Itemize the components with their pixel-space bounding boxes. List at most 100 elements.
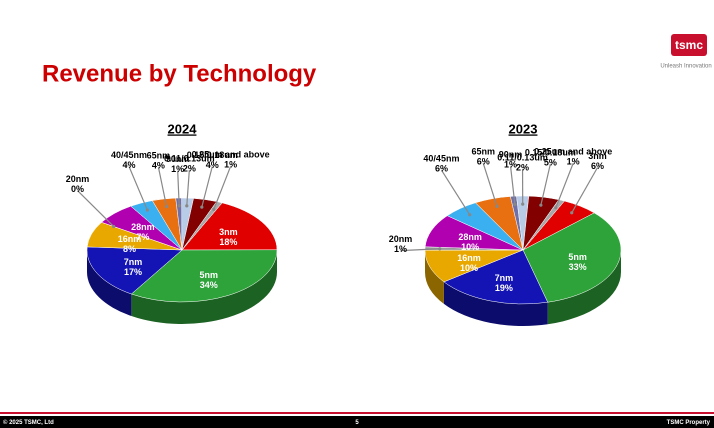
leader-dot (164, 205, 169, 209)
slice-value: 5% (544, 157, 557, 167)
slice-value: 17% (124, 267, 142, 277)
slice-value: 4% (152, 161, 165, 171)
footer-left: © 2025 TSMC, Ltd (3, 419, 54, 426)
slice-label: 28nm (131, 222, 155, 232)
leader-dot (438, 247, 442, 251)
slice-side (547, 250, 621, 325)
leader-dot (521, 202, 525, 206)
slice-side (87, 250, 132, 317)
leader-dot (468, 213, 472, 217)
footer-bar (0, 416, 714, 428)
leader-dot (570, 211, 574, 215)
leader-line (571, 167, 599, 214)
slice-value: 6% (435, 163, 448, 173)
pie-title: 2024 (168, 121, 198, 136)
slice-label: 5nm (568, 252, 587, 262)
slice-side (131, 250, 277, 324)
leader-line (482, 162, 498, 207)
leader-dot (112, 224, 116, 229)
slice-value: 6% (477, 157, 490, 167)
slice-value: 4% (123, 160, 136, 170)
footer-rule (0, 412, 714, 414)
pie-slice (522, 212, 622, 303)
pie-tops (424, 195, 622, 305)
leader-line (509, 166, 516, 205)
slice-value: 6% (591, 161, 604, 171)
slice-label: 90nm (166, 154, 190, 164)
pie-sides (87, 250, 277, 324)
slice-label: 20nm (389, 234, 413, 244)
leader-dot (200, 205, 204, 209)
logo-tagline: Unleash Innovation (660, 64, 711, 70)
slice-label: 7nm (495, 273, 514, 283)
leader-dot (185, 204, 189, 208)
slice-value: 1% (504, 160, 517, 170)
slice-label: 65nm (471, 147, 495, 157)
pie-sides (425, 250, 621, 326)
slide-title: Revenue by Technology (42, 60, 317, 87)
slice-value: 2% (183, 163, 196, 173)
leader-line (157, 167, 168, 207)
leader-line (77, 190, 115, 227)
leader-dot (539, 203, 543, 207)
logo-name: tsmc (675, 38, 703, 52)
slice-label: 16nm (118, 234, 142, 244)
slice-value: 4% (206, 160, 219, 170)
leader-dot (513, 202, 517, 206)
slice-label: 90nm (499, 150, 523, 160)
slice-label: 0.25um and above (192, 150, 270, 160)
slice-value: 1% (171, 164, 184, 174)
leader-line (128, 166, 148, 211)
pie-slice (181, 202, 278, 251)
footer-page: 5 (355, 420, 359, 426)
footer-right: TSMC Property (667, 420, 711, 426)
pie-slice (443, 249, 549, 305)
slice-side (425, 250, 444, 304)
slice-side (443, 281, 548, 326)
slice-label: 0.11/0.13um (497, 152, 548, 162)
slice-label: 0.11/0.13um (164, 153, 215, 163)
slice-label: 0.15/0.18um (525, 147, 576, 157)
leader-dot (177, 204, 181, 208)
slice-label: 7nm (124, 257, 143, 267)
leader-line (440, 169, 471, 216)
slice-label: 40/45nm (423, 153, 459, 163)
leader-line (186, 170, 190, 206)
leader-line (400, 248, 440, 252)
slice-label: 5nm (199, 270, 218, 280)
slice-value: 0% (71, 184, 84, 194)
pie-slice (130, 249, 278, 303)
leader-line (201, 166, 213, 208)
slice-label: 65nm (147, 151, 171, 161)
slice-value: 33% (569, 262, 587, 272)
pie-title: 2023 (509, 121, 538, 136)
slice-value: 8% (123, 244, 136, 254)
leader-line (555, 163, 574, 209)
slice-value: 18% (219, 237, 237, 247)
leader-dot (495, 204, 499, 208)
slice-label: 16nm (457, 253, 481, 263)
pie-tops (86, 197, 278, 303)
slice-label: 0.15/0.18um (187, 150, 238, 160)
slice-value: 1% (394, 244, 407, 254)
slice-value: 1% (224, 160, 237, 170)
slice-value: 7% (136, 232, 149, 242)
slice-value: 10% (460, 263, 478, 273)
leader-dot (145, 208, 149, 212)
slice-label: 3nm (588, 151, 607, 161)
slice-value: 2% (516, 162, 529, 172)
slice-value: 19% (495, 283, 513, 293)
leader-line (177, 170, 180, 206)
leader-line (213, 165, 232, 210)
pie-slice (86, 246, 183, 295)
slice-label: 0.25um and above (534, 147, 612, 157)
logo-mark (671, 34, 707, 56)
leader-dot (212, 207, 216, 211)
slice-label: 28nm (458, 232, 482, 242)
slice-value: 1% (567, 157, 580, 167)
slice-label: 20nm (66, 174, 90, 184)
pie-labels: 3nm6%5nm33%7nm19%16nm10%20nm1%28nm10%40/… (389, 147, 612, 293)
